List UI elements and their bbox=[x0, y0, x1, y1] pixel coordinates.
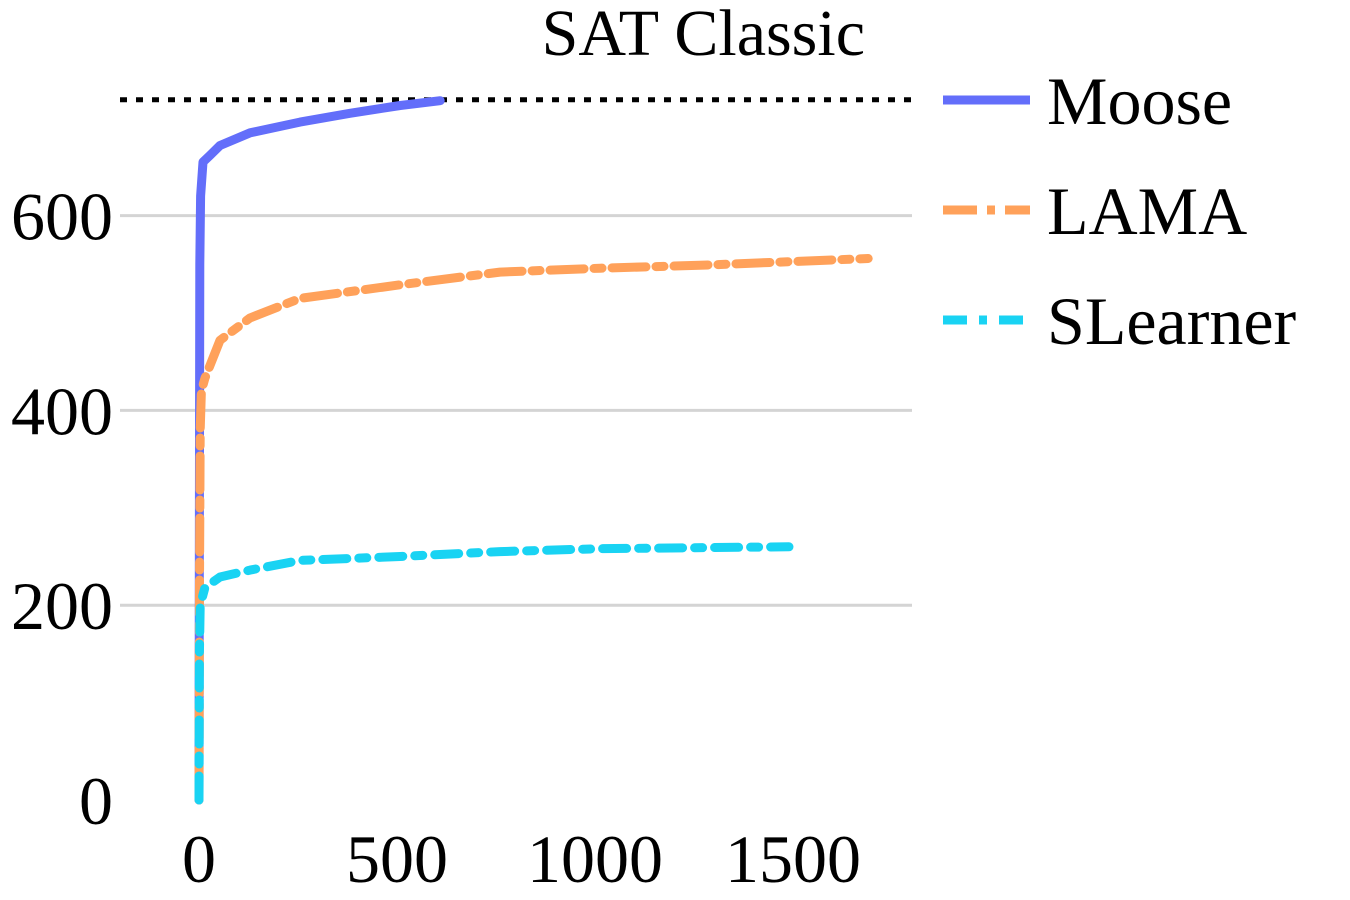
x-tick-label: 0 bbox=[182, 821, 216, 897]
y-ticks: 0 200 400 600 bbox=[11, 179, 113, 839]
x-ticks: 0 500 1000 1500 bbox=[182, 821, 861, 897]
y-tick-label: 600 bbox=[11, 179, 113, 255]
x-tick-label: 500 bbox=[346, 821, 448, 897]
series-line-moose bbox=[194, 96, 445, 805]
y-tick-label: 200 bbox=[11, 568, 113, 644]
chart-title: SAT Classic bbox=[542, 0, 865, 70]
legend-label: SLearner bbox=[1047, 283, 1297, 359]
gridlines bbox=[120, 214, 912, 607]
legend-label: Moose bbox=[1047, 63, 1232, 139]
x-tick-label: 1500 bbox=[725, 821, 861, 897]
legend-label: LAMA bbox=[1047, 173, 1247, 249]
x-tick-label: 1000 bbox=[527, 821, 663, 897]
legend: Moose LAMA SLearner bbox=[943, 63, 1297, 359]
series-line-slearner bbox=[194, 542, 794, 805]
series-line-lama bbox=[194, 254, 873, 805]
series-lines bbox=[194, 96, 873, 805]
y-tick-label: 0 bbox=[79, 763, 113, 839]
y-tick-label: 400 bbox=[11, 373, 113, 449]
